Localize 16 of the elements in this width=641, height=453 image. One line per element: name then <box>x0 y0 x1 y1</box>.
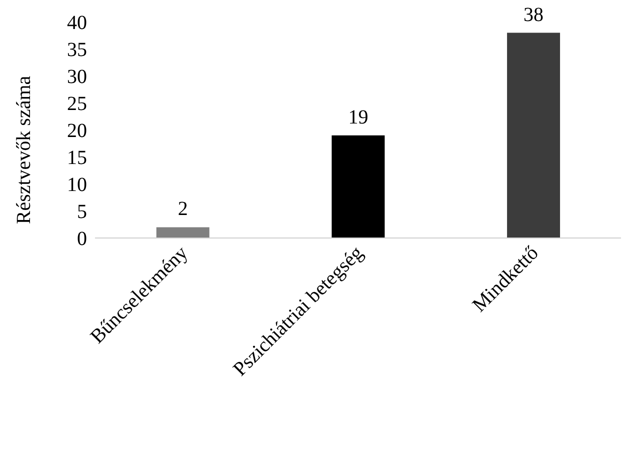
y-tick-label: 35 <box>67 39 87 62</box>
y-tick-label: 25 <box>67 93 87 116</box>
y-tick-label: 20 <box>67 120 87 142</box>
data-label: 19 <box>348 106 368 128</box>
y-tick-label: 40 <box>67 12 87 34</box>
data-label: 2 <box>178 198 188 220</box>
bar <box>332 135 385 238</box>
y-tick-label: 10 <box>67 174 87 196</box>
y-tick-label: 30 <box>67 66 87 88</box>
y-axis-title: Résztvevők száma <box>13 76 36 224</box>
data-label: 38 <box>524 4 544 26</box>
y-tick-label: 15 <box>67 147 87 170</box>
bar <box>156 227 210 238</box>
bar <box>507 32 560 238</box>
y-tick-label: 5 <box>77 201 87 224</box>
y-tick-label: 0 <box>77 228 87 250</box>
